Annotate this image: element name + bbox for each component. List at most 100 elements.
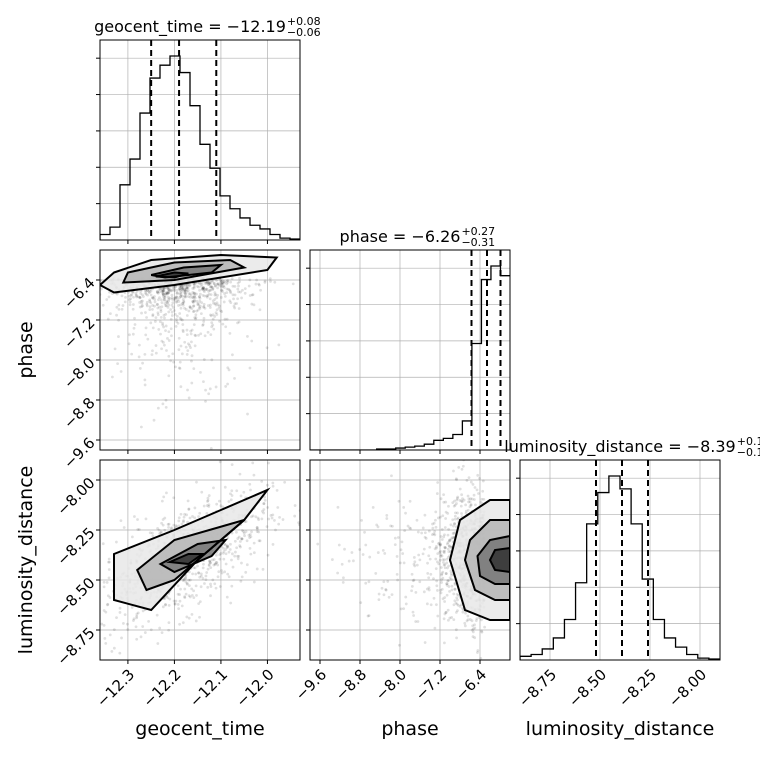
sample-point	[448, 544, 451, 548]
sample-point	[179, 512, 183, 516]
sample-point	[178, 316, 182, 320]
sample-point	[135, 616, 139, 620]
sample-point	[170, 303, 174, 307]
sample-point	[454, 525, 458, 529]
sample-point	[122, 526, 126, 529]
sample-point	[159, 298, 163, 302]
sample-point	[192, 295, 196, 299]
sample-point	[233, 539, 237, 543]
sample-point	[148, 308, 152, 311]
sample-point	[148, 300, 152, 303]
sample-point	[182, 299, 186, 303]
sample-point	[201, 287, 205, 290]
sample-point	[193, 299, 197, 303]
sample-point	[202, 302, 206, 306]
sample-point	[231, 565, 235, 569]
sample-point	[218, 309, 222, 313]
sample-point	[192, 309, 196, 313]
sample-point	[470, 497, 474, 501]
sample-point	[412, 614, 416, 617]
sample-point	[196, 303, 200, 306]
sample-point	[226, 382, 229, 386]
sample-point	[42, 665, 45, 668]
sample-point	[173, 296, 177, 300]
sample-point	[236, 321, 239, 325]
sample-point	[455, 498, 459, 502]
sample-point	[436, 552, 440, 556]
sample-point	[207, 292, 211, 296]
sample-point	[232, 297, 235, 301]
sample-point	[78, 609, 81, 612]
sample-point	[199, 312, 203, 316]
sample-point	[425, 587, 429, 591]
sample-point	[418, 558, 422, 562]
sample-point	[100, 279, 103, 283]
sample-point	[164, 312, 168, 316]
sample-point	[453, 522, 457, 526]
sample-point	[403, 529, 407, 533]
sample-point	[132, 619, 135, 622]
y-tick-label-phase: −8.8	[60, 394, 98, 432]
sample-point	[423, 641, 427, 644]
sample-point	[132, 617, 136, 621]
sample-point	[143, 383, 147, 387]
sample-point	[107, 576, 111, 580]
sample-point	[183, 306, 186, 310]
sample-point	[256, 527, 259, 531]
sample-point	[453, 587, 457, 591]
sample-point	[197, 333, 200, 337]
sample-point	[293, 514, 297, 518]
sample-point	[124, 296, 127, 299]
sample-point	[149, 321, 153, 325]
sample-point	[245, 539, 249, 543]
sample-point	[209, 293, 213, 297]
sample-point	[193, 294, 197, 298]
sample-point	[453, 522, 456, 525]
sample-point	[185, 314, 189, 317]
sample-point	[158, 305, 161, 309]
sample-point	[433, 529, 437, 533]
sample-point	[148, 298, 152, 302]
sample-point	[277, 343, 281, 347]
sample-point	[100, 287, 103, 291]
sample-point	[390, 474, 393, 478]
sample-point	[198, 511, 202, 515]
sample-point	[352, 559, 355, 563]
sample-point	[141, 609, 145, 613]
sample-point	[202, 286, 205, 289]
sample-point	[182, 577, 186, 581]
sample-point	[454, 511, 457, 515]
sample-point	[198, 282, 202, 286]
sample-point	[207, 563, 211, 566]
sample-point	[454, 477, 458, 481]
sample-point	[206, 280, 209, 284]
sample-point	[147, 290, 151, 294]
sample-point	[153, 300, 157, 304]
sample-point	[188, 306, 192, 310]
sample-point	[471, 627, 475, 631]
sample-point	[163, 294, 167, 298]
sample-point	[478, 476, 481, 480]
sample-point	[205, 294, 209, 298]
sample-point	[134, 625, 138, 629]
sample-point	[167, 297, 171, 301]
y-tick-label-phase: −6.4	[60, 274, 98, 312]
sample-point	[197, 285, 201, 289]
sample-point	[185, 353, 189, 356]
sample-point	[136, 528, 140, 531]
sample-point	[210, 279, 214, 283]
sample-point	[459, 603, 463, 607]
sample-point	[191, 296, 194, 300]
sample-point	[480, 618, 483, 622]
sample-point	[100, 622, 104, 626]
sample-point	[118, 606, 122, 610]
sample-point	[424, 536, 428, 540]
sample-point	[434, 510, 438, 514]
sample-point	[231, 293, 235, 297]
sample-point	[188, 595, 192, 599]
sample-point	[166, 522, 170, 526]
sample-point	[420, 531, 424, 535]
sample-point	[224, 325, 228, 329]
sample-point	[224, 562, 228, 566]
sample-point	[191, 295, 195, 299]
